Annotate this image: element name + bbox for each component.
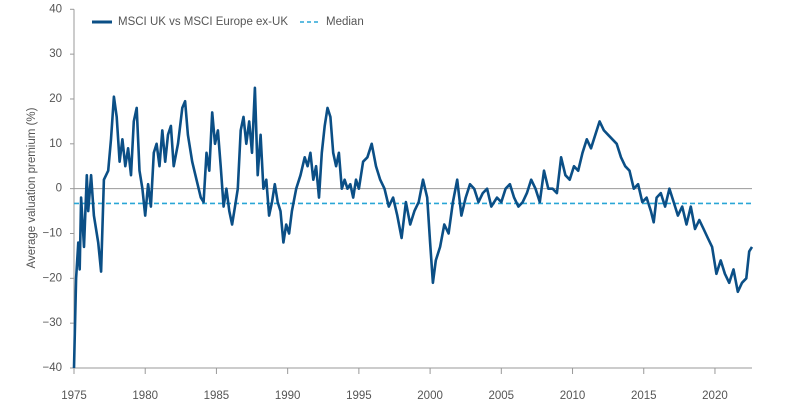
x-tick-label: 1985 xyxy=(204,390,230,402)
y-tick-label: −40 xyxy=(42,362,62,374)
y-tick-label: 40 xyxy=(49,3,62,15)
y-tick-label: 10 xyxy=(49,138,62,150)
y-tick-label: −10 xyxy=(42,228,62,240)
y-tick-label: 30 xyxy=(49,48,62,60)
x-tick-label: 2010 xyxy=(560,390,586,402)
x-tick-label: 1995 xyxy=(346,390,372,402)
x-tick-label: 2020 xyxy=(702,390,728,402)
y-tick-label: −20 xyxy=(42,272,62,284)
y-tick-label: 20 xyxy=(49,93,62,105)
y-tick-label: 0 xyxy=(56,183,62,195)
x-tick-label: 1980 xyxy=(132,390,158,402)
legend-label: MSCI UK vs MSCI Europe ex-UK xyxy=(118,16,288,28)
y-axis-label: Average valuation premium (%) xyxy=(26,107,38,268)
x-tick-label: 1975 xyxy=(61,390,87,402)
x-tick-label: 1990 xyxy=(275,390,301,402)
data-line xyxy=(72,86,754,369)
x-tick-label: 2005 xyxy=(489,390,515,402)
y-tick-label: −30 xyxy=(42,317,62,329)
legend-label: Median xyxy=(326,16,364,28)
x-tick-label: 2000 xyxy=(417,390,443,402)
x-tick-label: 2015 xyxy=(631,390,657,402)
